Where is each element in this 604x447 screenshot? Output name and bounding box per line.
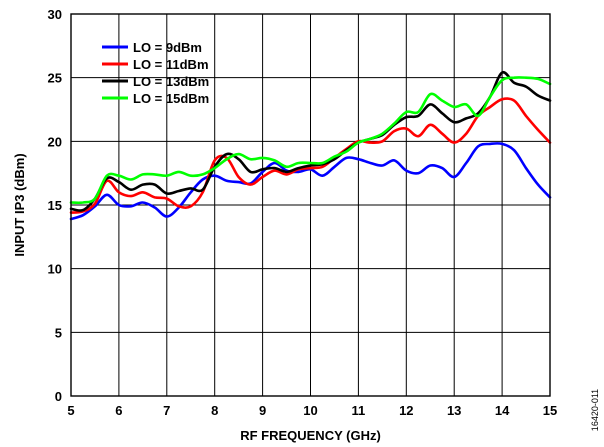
x-tick-label: 10 — [303, 403, 317, 418]
figure-id: 16420-011 — [590, 389, 600, 431]
x-tick-label: 6 — [115, 403, 122, 418]
series-line-2 — [69, 97, 552, 214]
y-tick-label: 5 — [55, 325, 62, 340]
y-tick-labels: 0 5 10 15 20 25 30 — [48, 7, 62, 404]
x-axis-title: RF FREQUENCY (GHz) — [240, 428, 381, 443]
x-tick-label: 11 — [352, 403, 366, 418]
legend-label-2: LO = 11dBm — [133, 57, 209, 72]
y-tick-label: 20 — [48, 134, 62, 149]
y-tick-label: 15 — [48, 198, 62, 213]
y-tick-label: 30 — [48, 7, 62, 22]
y-tick-label: 0 — [55, 389, 62, 404]
legend-label-1: LO = 9dBm — [133, 40, 202, 55]
y-axis-title: INPUT IP3 (dBm) — [12, 153, 27, 256]
x-tick-label: 15 — [543, 403, 557, 418]
legend-label-3: LO = 13dBm — [133, 74, 209, 89]
y-tick-label: 25 — [48, 71, 62, 86]
x-tick-label: 8 — [211, 403, 218, 418]
legend-label-4: LO = 15dBm — [133, 91, 209, 106]
x-tick-label: 12 — [399, 403, 413, 418]
legend: LO = 9dBm LO = 11dBm LO = 13dBm LO = 15dBm — [102, 40, 209, 106]
x-tick-label: 13 — [447, 403, 461, 418]
x-tick-labels: 5 6 7 8 9 10 11 12 13 14 15 — [67, 403, 557, 418]
y-tick-label: 10 — [48, 262, 62, 277]
plot-frame — [70, 13, 551, 397]
series-line-4 — [69, 76, 552, 205]
x-tick-label: 7 — [163, 403, 170, 418]
x-tick-label: 5 — [67, 403, 74, 418]
x-tick-label: 14 — [495, 403, 510, 418]
x-tick-label: 9 — [259, 403, 266, 418]
series-line-3 — [69, 70, 552, 212]
series-layer — [69, 70, 552, 221]
